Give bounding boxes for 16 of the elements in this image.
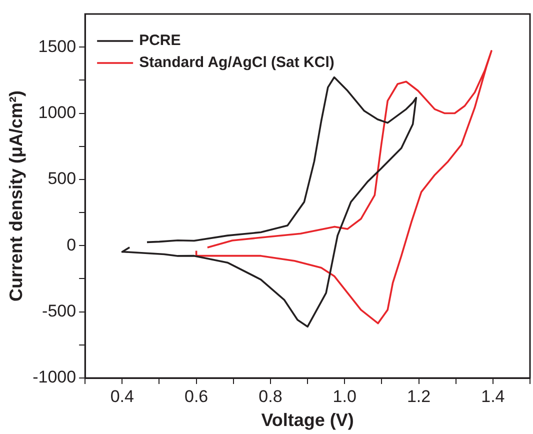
x-tick-label: 1.4 xyxy=(481,386,505,406)
x-tick-label: 0.8 xyxy=(258,386,282,406)
x-tick-label: 0.6 xyxy=(184,386,208,406)
y-tick-label: 500 xyxy=(48,169,76,188)
x-tick-label: 1.2 xyxy=(406,386,431,406)
y-axis-title: Current density (μA/cm²) xyxy=(6,90,26,302)
x-tick-label: 1.0 xyxy=(332,386,356,406)
y-tick-label: -1000 xyxy=(32,368,76,387)
x-tick-label: 0.4 xyxy=(110,386,134,406)
y-tick-label: 0 xyxy=(66,235,76,254)
y-tick-label: -500 xyxy=(42,302,76,321)
x-axis-title: Voltage (V) xyxy=(261,410,354,430)
legend-label: PCRE xyxy=(139,32,181,50)
y-tick-label: 1500 xyxy=(38,36,76,56)
y-tick-label: 1000 xyxy=(38,102,76,122)
legend-label: Standard Ag/AgCl (Sat KCl) xyxy=(139,54,334,72)
